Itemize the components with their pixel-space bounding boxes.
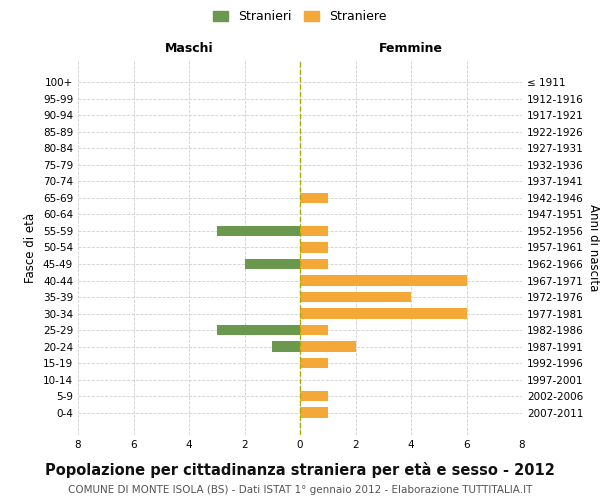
Bar [300,358,328,368]
Bar [300,390,328,402]
Bar [300,292,411,302]
Bar [217,324,300,336]
Legend: Stranieri, Straniere: Stranieri, Straniere [209,6,391,26]
Bar [300,275,467,286]
Y-axis label: Fasce di età: Fasce di età [25,212,37,282]
Bar [300,226,328,236]
Bar [300,242,328,253]
Bar [217,226,300,236]
Bar [245,258,300,270]
Text: COMUNE DI MONTE ISOLA (BS) - Dati ISTAT 1° gennaio 2012 - Elaborazione TUTTITALI: COMUNE DI MONTE ISOLA (BS) - Dati ISTAT … [68,485,532,495]
Bar [300,258,328,270]
Y-axis label: Anni di nascita: Anni di nascita [587,204,600,291]
Bar [300,341,355,352]
Text: Popolazione per cittadinanza straniera per età e sesso - 2012: Popolazione per cittadinanza straniera p… [45,462,555,477]
Bar [272,341,300,352]
Bar [300,192,328,203]
Bar [300,308,467,319]
Bar [300,407,328,418]
Bar [300,324,328,336]
